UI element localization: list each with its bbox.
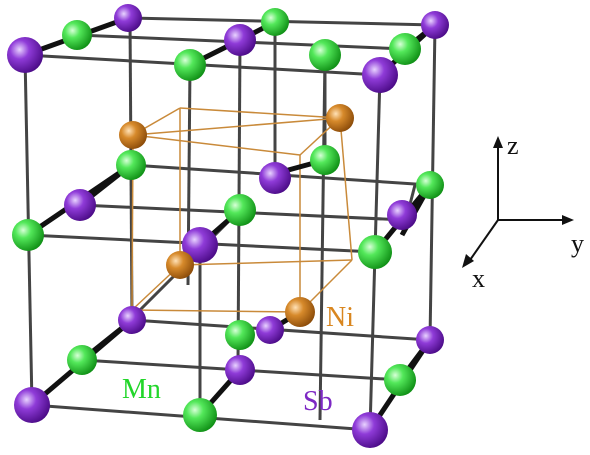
atom-ni	[326, 104, 354, 132]
atom-ni	[285, 297, 315, 327]
ni-cube-edge	[132, 117, 341, 136]
atom-sb	[14, 387, 50, 423]
atom-mn	[225, 320, 255, 350]
ni-label: Ni	[326, 302, 354, 333]
atom-ni	[119, 121, 147, 149]
atom-sb	[224, 24, 256, 56]
x-axis-label: x	[472, 264, 485, 293]
atoms	[7, 4, 449, 448]
atom-mn	[389, 33, 421, 65]
atom-mn	[62, 20, 92, 50]
atom-sb	[416, 326, 444, 354]
ni-subcell	[131, 107, 353, 313]
atom-mn	[416, 171, 444, 199]
mn-label: Mn	[122, 374, 161, 405]
atom-sb	[256, 316, 284, 344]
ni-cube-edge	[339, 117, 353, 261]
atom-mn	[309, 39, 341, 71]
atom-mn	[116, 150, 146, 180]
atom-sb	[362, 57, 398, 93]
x-axis-arrowhead	[462, 254, 474, 268]
atom-mn	[12, 219, 44, 251]
ni-cube-edge	[132, 134, 301, 156]
atom-sb	[182, 227, 218, 263]
atom-mn	[224, 194, 256, 226]
atom-mn	[384, 364, 416, 396]
axis-triad: z y x	[462, 131, 584, 293]
y-axis-label: y	[571, 229, 584, 258]
y-axis-arrowhead	[562, 215, 574, 225]
sb-label: Sb	[303, 386, 333, 417]
element-labels: Ni Mn Sb	[122, 302, 354, 417]
z-axis-label: z	[507, 131, 519, 160]
atom-sb	[259, 162, 291, 194]
atom-mn	[67, 345, 97, 375]
atom-sb	[114, 4, 142, 32]
atom-sb	[7, 37, 43, 73]
atom-mn	[358, 235, 392, 269]
atom-sb	[225, 355, 255, 385]
atom-sb	[118, 306, 146, 334]
ni-cube-edge	[131, 309, 301, 313]
atom-sb	[64, 189, 96, 221]
atom-ni	[166, 251, 194, 279]
atom-mn	[261, 8, 289, 36]
atom-sb	[387, 200, 417, 230]
atom-mn	[183, 398, 217, 432]
ni-cube-edge	[179, 107, 341, 119]
atom-mn	[174, 49, 206, 81]
x-axis-line	[469, 219, 499, 261]
ni-cube-edge	[179, 259, 353, 266]
atom-sb	[352, 412, 388, 448]
atom-sb	[421, 11, 449, 39]
z-axis-arrowhead	[493, 136, 503, 148]
atom-mn	[310, 145, 340, 175]
